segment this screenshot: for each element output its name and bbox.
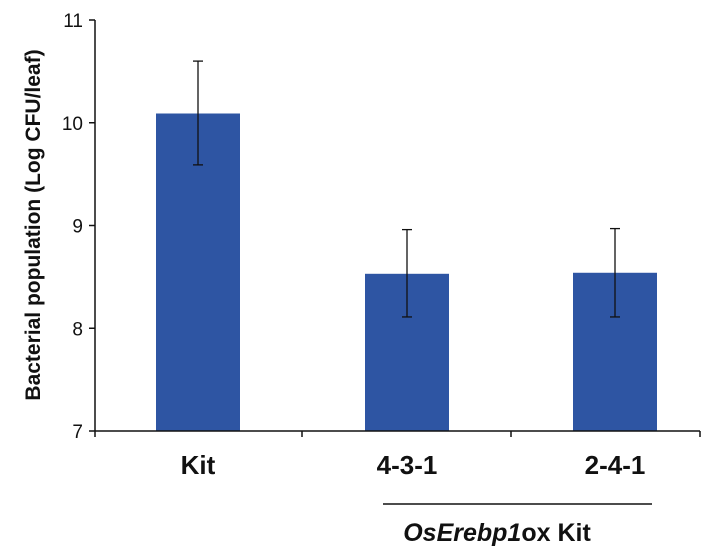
category-label-2-4-1: 2-4-1: [585, 450, 646, 480]
error-bar-Kit: [193, 60, 203, 166]
bar-Kit: [156, 113, 240, 431]
y-tick-label: 10: [62, 114, 83, 135]
y-tick-label: 9: [72, 217, 83, 238]
category-label-Kit: Kit: [181, 450, 216, 480]
category-label-4-3-1: 4-3-1: [377, 450, 438, 480]
y-tick-label: 8: [72, 319, 83, 340]
bars-group: [156, 113, 657, 431]
error-bar-4-3-1: [402, 228, 412, 318]
y-axis-label: Bacterial population (Log CFU/leaf): [22, 49, 45, 400]
group-label: OsErebp1ox Kit: [403, 519, 591, 547]
y-tick-label: 11: [63, 11, 83, 32]
y-axis: 7 8 9 10 11: [62, 11, 96, 443]
group-label-suffix: ox Kit: [521, 519, 591, 547]
error-bar-2-4-1: [610, 227, 620, 318]
x-axis: [94, 430, 701, 437]
category-labels: Kit 4-3-1 2-4-1: [181, 450, 646, 480]
group-label-gene: OsErebp1: [403, 519, 521, 547]
y-tick-label: 7: [72, 422, 83, 443]
error-bars-group: [193, 60, 620, 318]
